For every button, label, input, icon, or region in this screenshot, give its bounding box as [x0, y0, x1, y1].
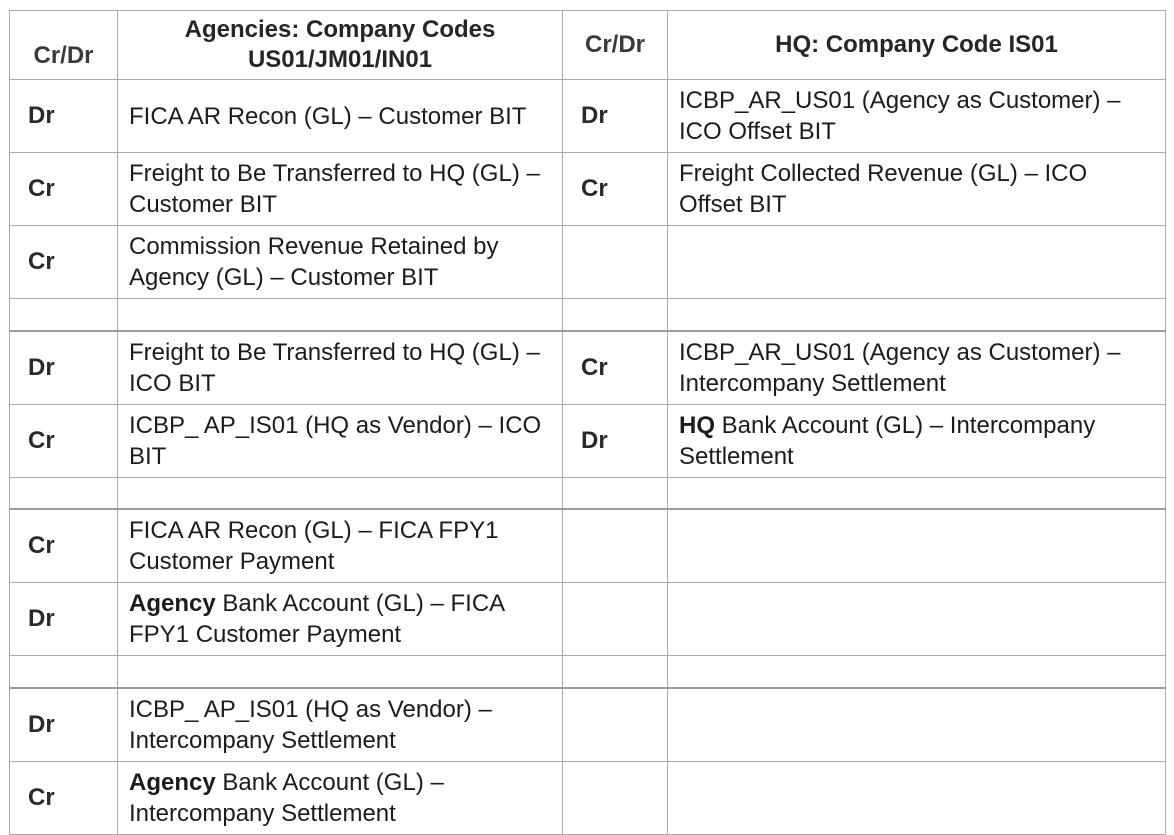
hq-account-cell: Freight Collected Revenue (GL) – ICO Off… — [667, 152, 1166, 226]
hq-account-cell — [667, 508, 1166, 583]
agency-account-cell: Agency Bank Account (GL) – FICA FPY1 Cus… — [117, 582, 563, 656]
agency-crdr-cell: Cr — [9, 508, 118, 583]
hq-crdr-cell — [562, 476, 668, 510]
table-row: Cr ICBP_ AP_IS01 (HQ as Vendor) – ICO BIT… — [9, 403, 1166, 478]
table-row: Cr Commission Revenue Retained by Agency … — [9, 225, 1166, 299]
header-agency-title-line1: Agencies: Company Codes — [184, 16, 496, 43]
table-row: Dr FICA AR Recon (GL) – Customer BIT Dr ICB… — [9, 79, 1166, 153]
agency-account-cell — [117, 298, 563, 332]
hq-account-cell: ICBP_AR_US01 (Agency as Customer) – Inte… — [667, 330, 1166, 405]
hq-account-cell — [667, 298, 1166, 332]
table-body: Dr FICA AR Recon (GL) – Customer BIT Dr ICB… — [9, 79, 1166, 835]
hq-crdr-cell — [562, 760, 668, 835]
agency-crdr-cell: Dr — [9, 582, 118, 656]
agency-crdr-cell: Cr — [9, 403, 118, 478]
hq-account-cell — [667, 476, 1166, 510]
hq-crdr-cell: Dr — [562, 403, 668, 478]
hq-crdr-cell — [562, 582, 668, 656]
posting-logic-table: Cr/Dr Agencies: Company Codes US01/JM01/… — [9, 10, 1166, 835]
page: Cr/Dr Agencies: Company Codes US01/JM01/… — [9, 10, 1166, 835]
agency-account-cell: Agency Bank Account (GL) – Intercompany … — [117, 760, 563, 835]
agency-crdr-cell: Dr — [9, 330, 118, 405]
hq-crdr-cell: Cr — [562, 152, 668, 226]
agency-account-cell: FICA AR Recon (GL) – Customer BIT — [117, 79, 563, 153]
table-row: Cr FICA AR Recon (GL) – FICA FPY1 Custome… — [9, 508, 1166, 583]
agency-crdr-cell — [9, 655, 118, 689]
table-row: Dr Freight to Be Transferred to HQ (GL) –… — [9, 330, 1166, 405]
hq-crdr-cell: Dr — [562, 79, 668, 153]
hq-account-cell: ICBP_AR_US01 (Agency as Customer) – ICO … — [667, 79, 1166, 153]
header-hq-title: HQ: Company Code IS01 — [667, 10, 1166, 80]
agency-account-cell — [117, 476, 563, 510]
hq-crdr-cell — [562, 687, 668, 762]
header-agency-title-line2: US01/JM01/IN01 — [247, 46, 433, 73]
hq-crdr-cell: Cr — [562, 330, 668, 405]
hq-account-cell — [667, 655, 1166, 689]
hq-crdr-cell — [562, 655, 668, 689]
header-row: Cr/Dr Agencies: Company Codes US01/JM01/… — [9, 10, 1166, 80]
agency-crdr-cell — [9, 476, 118, 510]
agency-account-cell: ICBP_ AP_IS01 (HQ as Vendor) – Intercomp… — [117, 687, 563, 762]
agency-crdr-cell — [9, 298, 118, 332]
agency-crdr-cell: Cr — [9, 152, 118, 226]
agency-account-cell: ICBP_ AP_IS01 (HQ as Vendor) – ICO BIT — [117, 403, 563, 478]
spacer-row — [9, 476, 1166, 510]
agency-account-cell: FICA AR Recon (GL) – FICA FPY1 Customer … — [117, 508, 563, 583]
spacer-row — [9, 298, 1166, 332]
agency-account-cell: Commission Revenue Retained by Agency (G… — [117, 225, 563, 299]
hq-crdr-cell — [562, 298, 668, 332]
agency-crdr-cell: Dr — [9, 79, 118, 153]
table-row: Dr ICBP_ AP_IS01 (HQ as Vendor) – Interco… — [9, 687, 1166, 762]
hq-crdr-cell — [562, 508, 668, 583]
table-row: Dr Agency Bank Account (GL) – FICA FPY1 C… — [9, 582, 1166, 656]
hq-account-cell — [667, 225, 1166, 299]
table-row: Cr Freight to Be Transferred to HQ (GL) –… — [9, 152, 1166, 226]
spacer-row — [9, 655, 1166, 689]
agency-account-cell: Freight to Be Transferred to HQ (GL) – I… — [117, 330, 563, 405]
agency-crdr-cell: Cr — [9, 225, 118, 299]
agency-crdr-cell: Cr — [9, 760, 118, 835]
hq-crdr-cell — [562, 225, 668, 299]
hq-account-cell — [667, 582, 1166, 656]
table-row: Cr Agency Bank Account (GL) – Intercompan… — [9, 760, 1166, 835]
agency-crdr-cell: Dr — [9, 687, 118, 762]
header-agency-crdr: Cr/Dr — [9, 10, 118, 80]
header-hq-crdr: Cr/Dr — [562, 10, 668, 80]
hq-account-cell: HQ Bank Account (GL) – Intercompany Sett… — [667, 403, 1166, 478]
hq-account-cell — [667, 687, 1166, 762]
agency-account-cell: Freight to Be Transferred to HQ (GL) – C… — [117, 152, 563, 226]
agency-account-cell — [117, 655, 563, 689]
header-agency-title: Agencies: Company Codes US01/JM01/IN01 — [117, 10, 563, 80]
table-header: Cr/Dr Agencies: Company Codes US01/JM01/… — [9, 10, 1166, 80]
hq-account-cell — [667, 760, 1166, 835]
